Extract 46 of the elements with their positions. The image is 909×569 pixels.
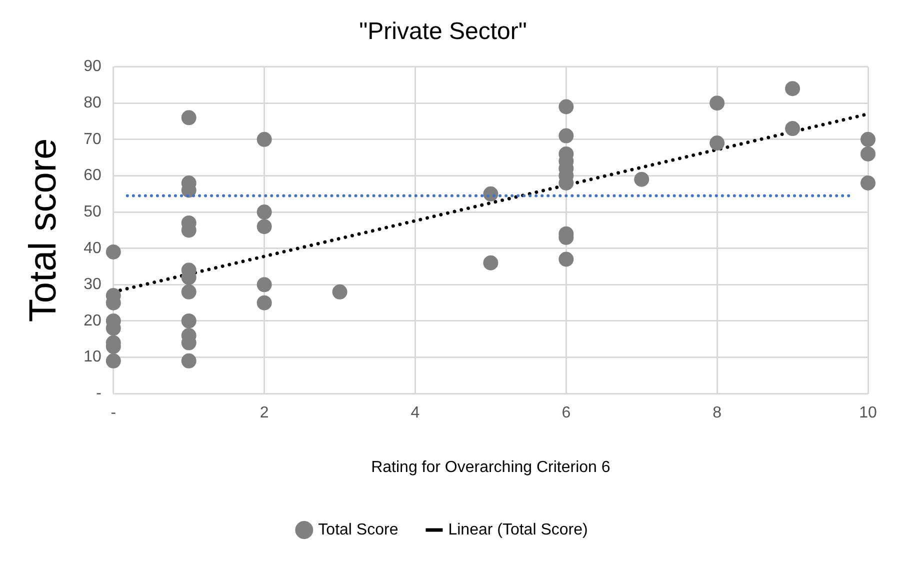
- y-axis-title: Total score: [22, 138, 64, 322]
- x-tick-label: 6: [562, 404, 571, 422]
- point: [106, 244, 121, 260]
- point: [558, 99, 574, 114]
- point: [181, 284, 196, 300]
- y-tick-label: 30: [84, 276, 102, 294]
- point: [256, 204, 272, 220]
- x-tick-label: -: [110, 404, 116, 422]
- point: [710, 96, 725, 111]
- point: [785, 81, 800, 96]
- y-tick-label: 20: [84, 312, 102, 330]
- y-tick-label: -: [96, 385, 102, 402]
- point: [181, 353, 196, 368]
- point: [558, 128, 574, 144]
- x-axis-title: Rating for Overarching Criterion 6: [371, 458, 610, 476]
- point: [332, 284, 348, 300]
- y-tick-label: 80: [84, 94, 102, 112]
- x-tick-label: 10: [859, 404, 877, 422]
- point: [256, 277, 272, 292]
- chart-title: "Private Sector": [359, 18, 527, 46]
- point: [256, 132, 272, 147]
- point: [483, 186, 498, 202]
- x-tick-label: 2: [260, 404, 269, 422]
- legend-label: Linear (Total Score): [448, 521, 588, 538]
- x-tick-label: 8: [712, 404, 722, 422]
- x-tick-label: 4: [410, 404, 420, 422]
- legend-label: Total Score: [318, 521, 398, 538]
- point: [860, 175, 876, 190]
- y-tick-label: 90: [84, 58, 102, 76]
- point: [483, 255, 498, 270]
- y-tick-label: 70: [84, 130, 102, 148]
- point: [106, 353, 121, 368]
- point: [181, 313, 196, 328]
- point: [860, 132, 876, 147]
- y-tick-label: 40: [84, 240, 102, 257]
- point: [256, 219, 272, 234]
- point: [256, 295, 272, 310]
- y-tick-label: 60: [84, 167, 102, 184]
- point: [785, 121, 800, 136]
- y-tick-label: 50: [84, 203, 102, 220]
- point: [634, 172, 650, 187]
- point: [710, 136, 725, 151]
- point: [558, 252, 574, 267]
- point: [860, 146, 876, 162]
- point: [181, 110, 196, 126]
- y-tick-label: 10: [84, 348, 102, 366]
